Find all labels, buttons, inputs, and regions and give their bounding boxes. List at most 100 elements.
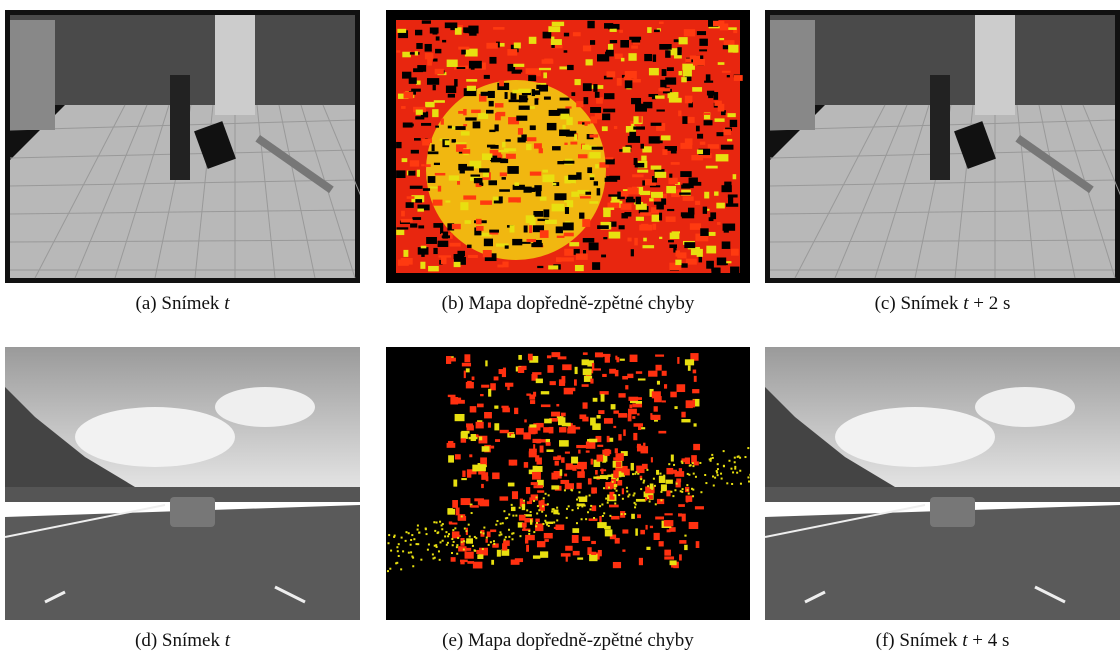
error-dot	[560, 114, 569, 120]
error-dot	[620, 40, 629, 48]
error-dot	[524, 225, 528, 232]
error-dot	[747, 447, 749, 449]
error-dot	[534, 185, 541, 191]
error-dot	[724, 40, 735, 45]
error-dot	[396, 50, 400, 52]
error-dot	[551, 37, 554, 42]
error-dot	[607, 502, 609, 504]
error-dot	[416, 43, 422, 49]
error-dot	[661, 135, 670, 140]
error-dot	[564, 474, 567, 477]
error-dot	[461, 498, 471, 505]
error-dot	[651, 457, 653, 462]
error-dot	[566, 508, 568, 510]
error-dot	[636, 499, 646, 502]
error-dot	[537, 505, 539, 507]
error-dot	[636, 197, 641, 205]
error-dot	[526, 68, 539, 74]
error-dot	[621, 191, 629, 197]
error-dot	[526, 144, 531, 150]
error-dot	[688, 474, 690, 476]
error-dot	[681, 412, 685, 418]
error-dot	[581, 505, 583, 507]
error-dot	[408, 532, 410, 534]
error-dot	[577, 462, 587, 469]
error-dot	[608, 194, 618, 196]
error-dot	[473, 562, 483, 569]
error-dot	[530, 400, 535, 404]
error-dot	[408, 171, 415, 176]
error-dot	[499, 196, 503, 203]
error-dot	[532, 439, 541, 443]
error-dot	[500, 523, 502, 525]
error-dot	[560, 469, 563, 476]
error-dot	[549, 427, 554, 434]
error-dot	[670, 233, 680, 239]
error-dot	[728, 194, 738, 197]
error-dot	[604, 418, 613, 424]
error-dot	[640, 191, 650, 195]
error-dot	[516, 116, 527, 121]
error-dot	[609, 505, 619, 508]
error-dot	[474, 550, 476, 552]
caption: (f) Snímek t + 4 s	[765, 630, 1120, 652]
error-dot	[417, 543, 419, 545]
error-dot	[656, 109, 664, 111]
error-dot	[512, 491, 518, 499]
error-dot	[432, 553, 434, 555]
error-dot	[544, 533, 553, 539]
error-dot	[583, 97, 588, 104]
car	[930, 497, 975, 527]
error-dot	[624, 77, 632, 81]
error-dot	[647, 27, 651, 33]
pillar	[975, 15, 1015, 115]
error-dot	[489, 230, 499, 233]
error-dot	[677, 384, 686, 392]
error-dot	[503, 510, 505, 512]
error-dot	[605, 178, 618, 182]
error-dot	[607, 436, 610, 442]
error-dot	[495, 103, 503, 107]
error-dot	[525, 535, 535, 540]
error-dot	[649, 198, 654, 201]
error-dot	[511, 92, 517, 99]
caption: (e) Mapa dopředně-zpětné chyby	[386, 630, 750, 652]
error-dot	[454, 262, 461, 267]
error-dot	[686, 496, 688, 503]
error-dot	[446, 544, 448, 546]
error-dot	[708, 144, 719, 149]
error-dot	[686, 400, 693, 408]
error-dot	[473, 121, 481, 128]
error-dot	[447, 60, 458, 67]
error-dot	[697, 150, 703, 155]
error-dot	[673, 464, 675, 466]
panel: (d) Snímek t	[5, 347, 360, 620]
caption-text: Snímek	[899, 630, 957, 651]
error-dot	[476, 226, 484, 231]
error-dot	[519, 515, 526, 521]
error-dot	[632, 355, 638, 357]
error-dot	[712, 457, 714, 459]
error-dot	[452, 224, 461, 229]
error-dot	[530, 511, 532, 513]
error-dot	[425, 53, 434, 59]
error-dot	[434, 100, 445, 103]
error-dot	[486, 537, 488, 539]
error-dot	[414, 138, 421, 141]
error-dot	[673, 92, 678, 98]
error-dot	[586, 442, 596, 449]
error-dot	[559, 427, 566, 432]
error-dot	[588, 478, 592, 484]
error-dot	[529, 225, 532, 233]
error-dot	[632, 40, 641, 43]
caption: (b) Mapa dopředně-zpětné chyby	[386, 293, 750, 315]
error-dot	[481, 385, 489, 388]
error-dot	[585, 518, 587, 520]
error-dot	[602, 113, 610, 120]
error-dot	[512, 71, 521, 74]
error-dot	[460, 202, 468, 210]
error-dot	[443, 232, 448, 239]
error-dot	[437, 531, 439, 533]
error-dot	[447, 508, 452, 513]
error-dot	[529, 217, 535, 225]
